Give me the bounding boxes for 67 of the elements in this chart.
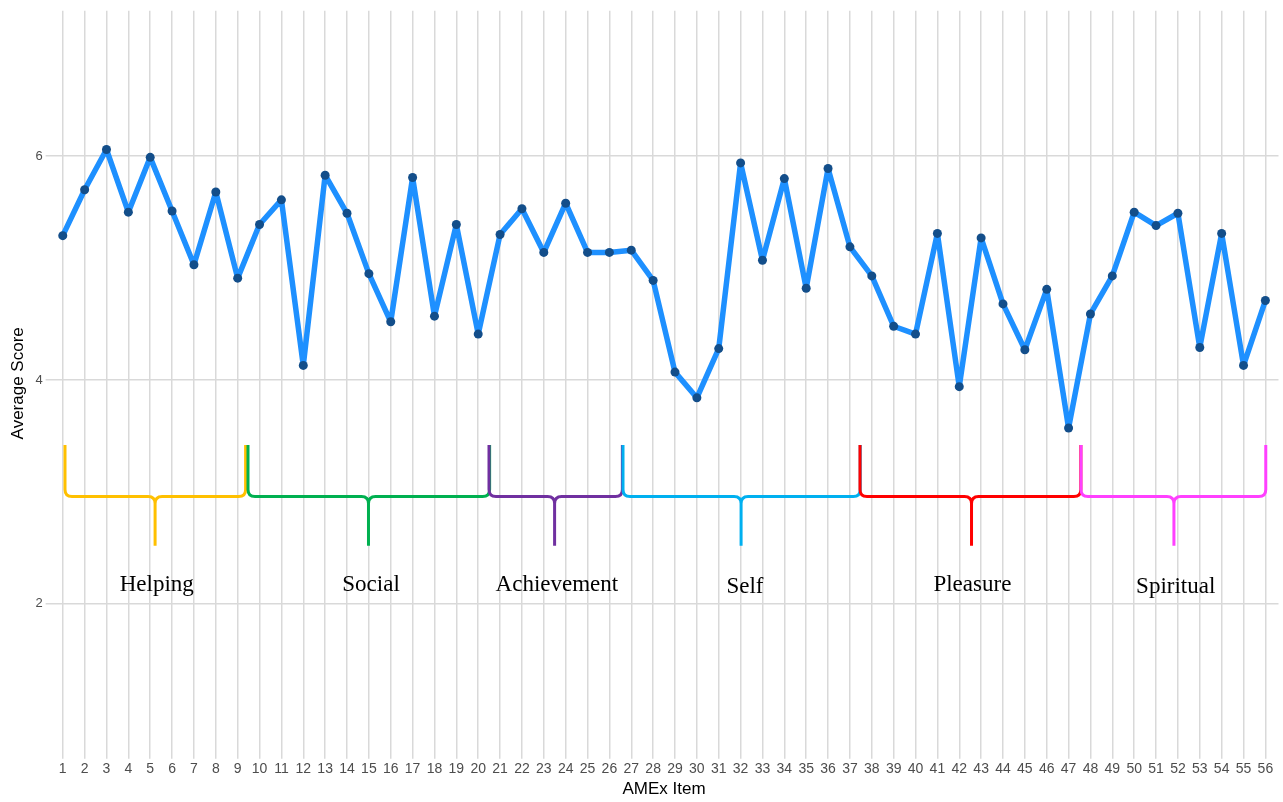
annotation: Self — [726, 572, 764, 598]
x-tick-label: 5 — [146, 760, 155, 777]
x-tick-label: 4 — [124, 760, 133, 777]
y-tick-label: 2 — [35, 595, 43, 611]
x-tick-label: 1 — [58, 760, 67, 777]
x-tick-label: 41 — [929, 760, 946, 777]
x-tick-label: 39 — [885, 760, 902, 777]
x-tick-label: 23 — [536, 760, 552, 777]
x-tick-label: 26 — [601, 760, 618, 777]
x-tick-label: 46 — [1038, 760, 1055, 777]
annotation: Pleasure — [933, 570, 1012, 596]
x-tick-label: 19 — [448, 760, 465, 777]
x-tick-label: 54 — [1213, 760, 1230, 777]
x-tick-label: 40 — [907, 760, 924, 777]
x-tick-label: 15 — [361, 760, 377, 777]
x-tick-label: 53 — [1191, 760, 1208, 777]
x-tick-label: 50 — [1126, 760, 1143, 777]
x-tick-label: 13 — [317, 760, 334, 777]
x-tick-label: 44 — [995, 760, 1011, 777]
x-tick-label: 16 — [382, 760, 399, 777]
x-tick-label: 7 — [190, 760, 199, 777]
x-tick-label: 35 — [798, 760, 815, 777]
x-tick-label: 48 — [1082, 760, 1099, 777]
x-tick-label: 32 — [732, 760, 749, 777]
x-tick-label: 11 — [274, 760, 289, 777]
x-tick-label: 45 — [1017, 760, 1033, 777]
x-tick-label: 55 — [1235, 760, 1252, 777]
x-tick-label: 38 — [864, 760, 880, 777]
x-tick-label: 43 — [973, 760, 990, 777]
x-tick-label: 27 — [623, 760, 640, 777]
x-tick-label: 37 — [842, 760, 858, 777]
x-tick-label: 42 — [951, 760, 968, 777]
x-tick-label: 18 — [426, 760, 443, 777]
x-tick-label: 34 — [776, 760, 793, 777]
y-axis-title: Average Score — [7, 327, 27, 440]
x-tick-label: 21 — [492, 760, 509, 777]
x-tick-label: 33 — [754, 760, 771, 777]
x-tick-label: 47 — [1060, 760, 1077, 777]
x-tick-label: 36 — [820, 760, 837, 777]
annotation: Social — [342, 570, 400, 596]
annotation: Helping — [119, 570, 195, 596]
x-tick-label: 29 — [667, 760, 683, 777]
x-tick-label: 30 — [689, 760, 705, 777]
x-tick-label: 22 — [514, 760, 530, 777]
x-tick-label: 2 — [80, 760, 89, 777]
x-tick-label: 52 — [1170, 760, 1186, 777]
x-tick-label: 10 — [251, 760, 268, 777]
x-tick-label: 31 — [710, 760, 727, 777]
y-tick-label: 4 — [35, 371, 43, 387]
x-tick-label: 9 — [233, 760, 242, 777]
annotation: Achievement — [495, 570, 619, 596]
x-tick-label: 56 — [1257, 760, 1274, 777]
x-tick-label: 3 — [102, 760, 111, 777]
x-tick-label: 25 — [579, 760, 596, 777]
x-tick-label: 6 — [168, 760, 177, 777]
x-tick-label: 24 — [557, 760, 574, 777]
x-tick-label: 51 — [1148, 760, 1165, 777]
y-tick-label: 6 — [35, 147, 43, 163]
x-tick-label: 12 — [295, 760, 312, 777]
x-tick-label: 28 — [645, 760, 662, 777]
x-axis-title: AMEx Item — [622, 779, 706, 799]
x-tick-label: 49 — [1104, 760, 1121, 777]
x-tick-label: 17 — [404, 760, 421, 777]
annotation: Spiritual — [1136, 572, 1216, 598]
x-tick-label: 20 — [470, 760, 487, 777]
x-tick-label: 8 — [211, 760, 220, 777]
x-tick-label: 14 — [339, 760, 355, 777]
